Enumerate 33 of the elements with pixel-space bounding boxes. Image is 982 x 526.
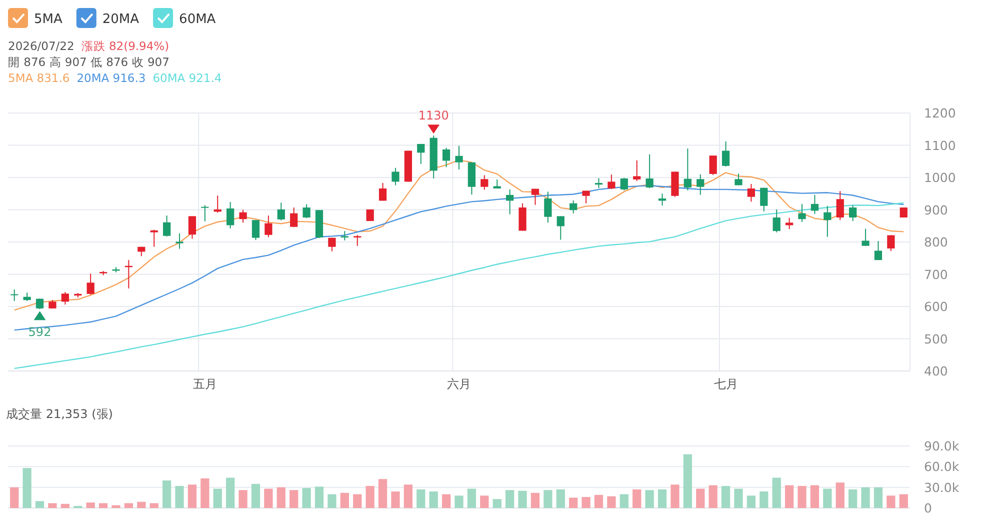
y-tick-label: 1000 xyxy=(924,170,956,185)
text: 漲跌 82(9.94%) xyxy=(81,39,170,53)
x-tick-label: 五月 xyxy=(192,377,217,391)
chart-title: 成交量 21,353 (張) xyxy=(6,407,113,421)
text: 2026/07/22 xyxy=(8,39,74,53)
y-tick-label: 600 xyxy=(924,299,948,314)
legend-item: 5MA xyxy=(8,8,62,28)
y-tick-label: 90.0k xyxy=(924,438,960,454)
text: 5MA 831.6 xyxy=(8,71,70,85)
annotation: 1130 xyxy=(418,108,449,134)
y-tick-label: 30.0k xyxy=(924,480,960,495)
legend-label: 60MA xyxy=(179,12,216,27)
text: 60MA 921.4 xyxy=(152,71,222,85)
annotation: 592 xyxy=(28,325,52,340)
y-tick-label: 400 xyxy=(924,364,948,378)
legend-label: 20MA xyxy=(102,12,140,27)
y-tick-label: 1100 xyxy=(924,138,956,153)
legend-item: 60MA xyxy=(153,8,216,28)
annotation: 1130 xyxy=(418,108,449,123)
legend-label: 5MA xyxy=(34,12,62,27)
legend-item: 20MA xyxy=(76,8,140,28)
annotation: 592 xyxy=(28,311,52,340)
y-tick-label: 700 xyxy=(924,266,948,282)
y-tick-label: 500 xyxy=(924,331,948,346)
x-tick-label: 六月 xyxy=(447,377,471,391)
y-tick-label: 60.0k xyxy=(924,459,960,474)
x-tick-label: 七月 xyxy=(714,377,738,391)
y-tick-label: 900 xyxy=(924,202,948,218)
y-tick-label: 800 xyxy=(924,234,948,250)
y-tick-label: 0 xyxy=(924,500,932,516)
text: 20MA 916.3 xyxy=(76,71,146,85)
text: 開 876 高 907 低 876 收 907 xyxy=(8,55,170,69)
y-tick-label: 1200 xyxy=(924,106,956,120)
